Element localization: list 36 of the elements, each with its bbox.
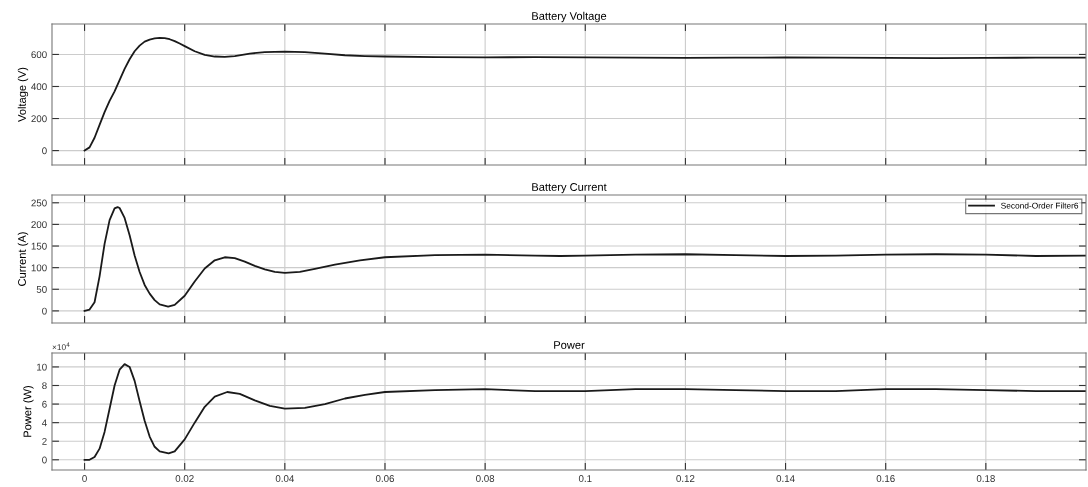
x-tick-label: 0.18 <box>976 475 995 482</box>
x-tick-label: 0.1 <box>578 475 592 482</box>
y-tick-label: 600 <box>31 51 47 59</box>
y-tick-label: 6 <box>42 400 47 408</box>
x-tick-label: 0.02 <box>175 475 194 482</box>
x-tick-label: 0 <box>82 475 87 482</box>
x-tick-label: 0.16 <box>876 475 895 482</box>
y-tick-label: 100 <box>31 264 47 272</box>
y-tick-label: 50 <box>36 286 47 293</box>
y-tick-label: 250 <box>31 199 47 207</box>
x-tick-label: 0.12 <box>676 475 695 482</box>
y-tick-label: 0 <box>42 456 47 464</box>
x-tick-label: 0.14 <box>776 475 795 482</box>
y-tick-label: 0 <box>42 307 47 315</box>
x-tick-label: 0.08 <box>476 475 495 482</box>
y-tick-label: 4 <box>41 419 47 427</box>
chart-title: Battery Current <box>532 183 607 194</box>
y-tick-label: 0 <box>42 147 47 155</box>
y-axis-title: Current (A) <box>17 232 29 286</box>
y-tick-label: 2 <box>42 437 47 445</box>
y-tick-label: 150 <box>31 242 47 250</box>
y-axis-title: Voltage (V) <box>17 67 29 122</box>
line-series <box>83 363 1086 461</box>
y-tick-label: 8 <box>42 382 47 390</box>
chart-title: Power <box>554 341 585 349</box>
y-axis-title: Power (W) <box>23 385 34 437</box>
x-tick-label: 0.04 <box>275 475 295 482</box>
legend-label: Second-Order Filter6 <box>1001 202 1079 209</box>
x-tick-label: 0.06 <box>375 475 395 482</box>
line-series <box>83 37 1086 152</box>
y-tick-label: 200 <box>31 221 47 229</box>
y-tick-label: 400 <box>31 83 47 91</box>
chart-title: Battery Voltage <box>532 11 607 23</box>
y-tick-label: 10 <box>37 363 47 371</box>
text: ×10$^{4}$ <box>52 342 70 351</box>
y-tick-label: 200 <box>31 115 47 123</box>
